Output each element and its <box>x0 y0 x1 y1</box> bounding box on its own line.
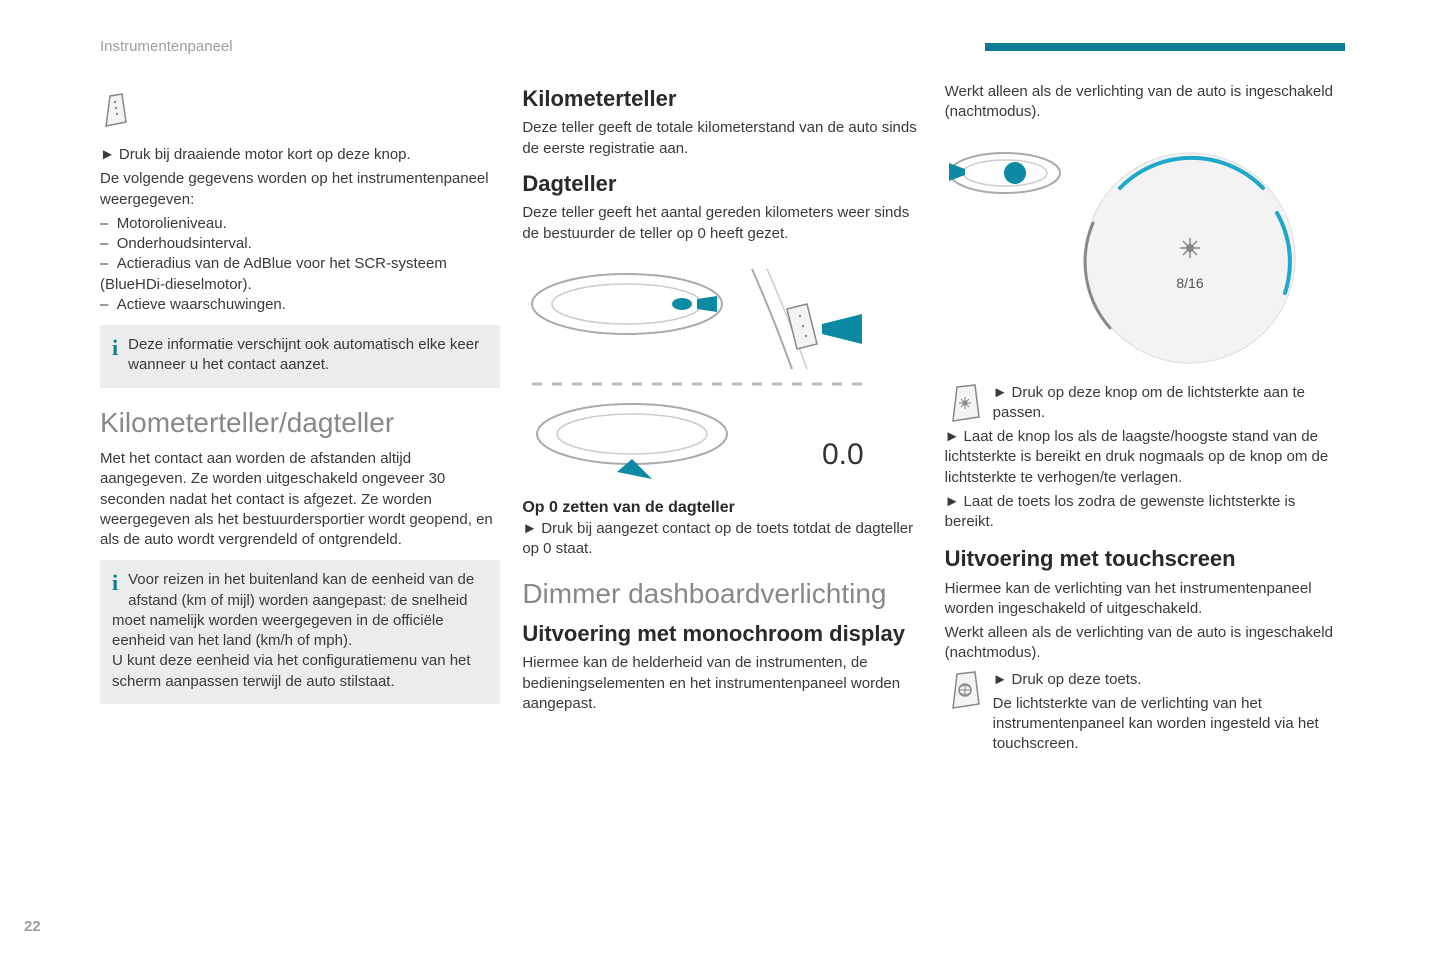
play-marker: ► <box>100 146 115 163</box>
heading-dimmer: Dimmer dashboardverlichting <box>522 577 922 611</box>
touchscreen-button-row: ►Druk op deze toets. De lichtsterkte van… <box>945 670 1345 759</box>
touch-body-1: Hiermee kan de verlichting van het instr… <box>945 579 1345 620</box>
list-item: – Onderhoudsinterval. <box>100 234 500 254</box>
km-body: Deze teller geeft de totale kilometersta… <box>522 118 922 159</box>
header-accent-bar <box>985 43 1345 51</box>
trip-reset-figure: 0.0 <box>522 254 922 489</box>
list-item: – Actieradius van de AdBlue voor het SCR… <box>100 254 500 295</box>
info-box-2: i Voor reizen in het buitenland kan de e… <box>100 560 500 704</box>
touchscreen-button-icon <box>945 670 985 712</box>
list-item: – Motorolieniveau. <box>100 214 500 234</box>
header-section-title: Instrumentenpaneel <box>100 38 233 55</box>
brightness-button-icon <box>945 383 985 425</box>
button-icon-figure <box>100 92 500 135</box>
trip-value: 0.0 <box>822 438 864 471</box>
nightmode-intro: Werkt alleen als de verlichting van de a… <box>945 82 1345 123</box>
touch-action: ►Druk op deze toets. <box>993 670 1345 690</box>
info-icon: i <box>112 568 118 598</box>
km-dag-body: Met het contact aan worden de afstanden … <box>100 449 500 550</box>
heading-reset-trip: Op 0 zetten van de dagteller <box>522 499 922 517</box>
column-1: ►Druk bij draaiende motor kort op deze k… <box>100 82 500 759</box>
play-marker: ► <box>993 671 1008 688</box>
stalk-button-icon <box>100 92 130 130</box>
touch-body-2: Werkt alleen als de verlichting van de a… <box>945 623 1345 664</box>
heading-monochroom: Uitvoering met monochroom display <box>522 621 922 647</box>
dag-body: Deze teller geeft het aantal gereden kil… <box>522 203 922 244</box>
page-header: Instrumentenpaneel <box>100 38 1345 55</box>
action-1: ►Druk op deze knop om de lichtsterkte aa… <box>993 383 1345 424</box>
info-text: Deze informatie verschijnt ook automatis… <box>128 336 479 373</box>
play-marker: ► <box>993 384 1008 401</box>
brightness-dial-figure: 8/16 <box>945 133 1345 373</box>
action-2: ►Laat de knop los als de laagste/hoogste… <box>945 427 1345 488</box>
reset-action: ►Druk bij aangezet contact op de toets t… <box>522 519 922 560</box>
mono-body: Hiermee kan de helderheid van de instrum… <box>522 653 922 714</box>
list-item: – Actieve waarschuwingen. <box>100 295 500 315</box>
info-box-1: i Deze informatie verschijnt ook automat… <box>100 325 500 388</box>
intro-followup: De volgende gegevens worden op het instr… <box>100 169 500 210</box>
touch-followup: De lichtsterkte van de verlichting van h… <box>993 694 1345 755</box>
heading-kilometerteller-dagteller: Kilometerteller/dagteller <box>100 406 500 440</box>
heading-dagteller: Dagteller <box>522 171 922 197</box>
dial-label: 8/16 <box>1176 275 1203 291</box>
play-marker: ► <box>945 493 960 510</box>
play-marker: ► <box>945 428 960 445</box>
brightness-button-row: ►Druk op deze knop om de lichtsterkte aa… <box>945 383 1345 428</box>
heading-touchscreen: Uitvoering met touchscreen <box>945 546 1345 572</box>
column-3: Werkt alleen als de verlichting van de a… <box>945 82 1345 759</box>
info-text: Voor reizen in het buitenland kan de een… <box>112 571 474 689</box>
intro-action-line: ►Druk bij draaiende motor kort op deze k… <box>100 145 500 165</box>
action-3: ►Laat de toets los zodra de gewenste lic… <box>945 492 1345 533</box>
intro-action-text: Druk bij draaiende motor kort op deze kn… <box>119 146 411 163</box>
heading-kilometerteller: Kilometerteller <box>522 86 922 112</box>
info-icon: i <box>112 333 118 363</box>
play-marker: ► <box>522 520 537 537</box>
content-columns: ►Druk bij draaiende motor kort op deze k… <box>100 82 1345 759</box>
column-2: Kilometerteller Deze teller geeft de tot… <box>522 82 922 759</box>
page-number: 22 <box>24 918 41 935</box>
